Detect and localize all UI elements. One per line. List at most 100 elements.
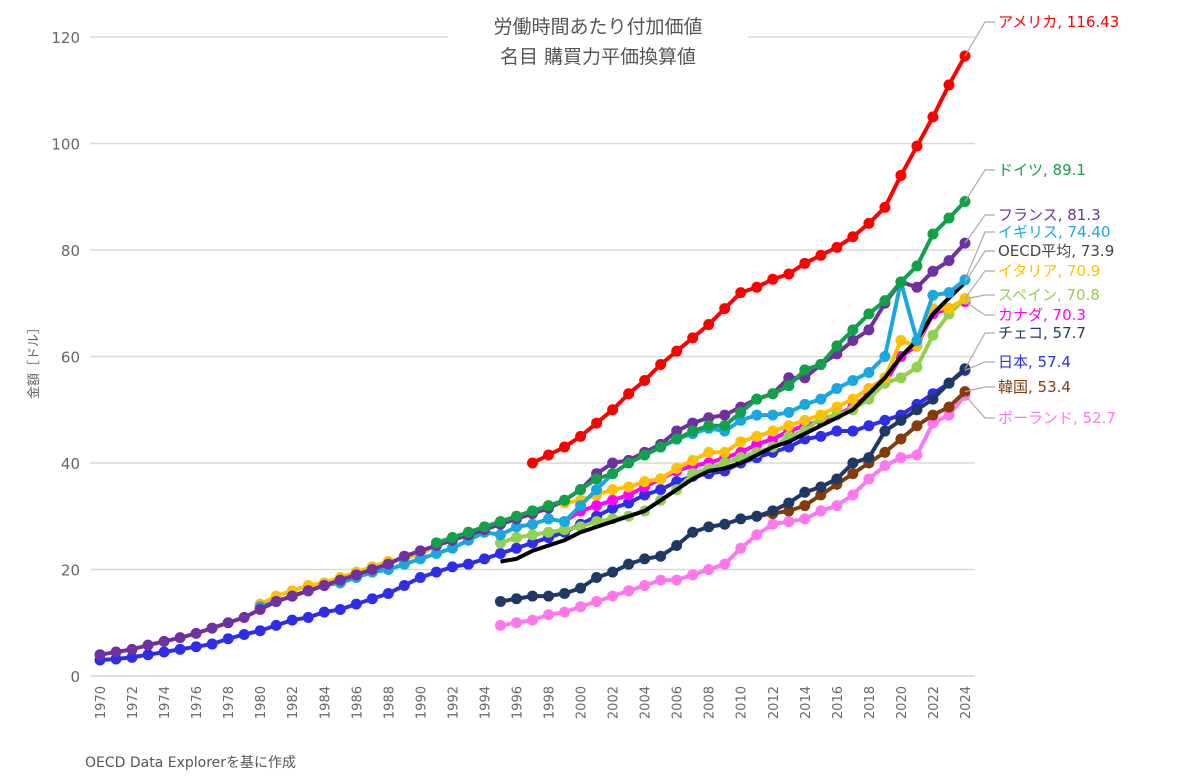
x-tick-label: 1978	[222, 686, 237, 719]
series-label: 韓国, 53.4	[998, 378, 1071, 396]
data-point	[847, 231, 859, 243]
x-tick-label: 1988	[382, 686, 397, 719]
x-tick-label: 2020	[895, 686, 910, 719]
x-tick-label: 1976	[190, 686, 205, 719]
data-point	[623, 481, 635, 493]
data-point	[767, 409, 779, 421]
data-point	[286, 590, 298, 602]
x-tick-label: 1970	[94, 686, 109, 719]
data-point	[863, 473, 875, 485]
data-point	[735, 436, 747, 448]
y-tick-label: 60	[61, 349, 80, 367]
data-point	[783, 420, 795, 432]
data-point	[559, 606, 571, 618]
data-point	[895, 414, 907, 426]
data-point	[831, 382, 843, 394]
x-tick-label: 1990	[414, 686, 429, 719]
data-point	[238, 611, 250, 623]
data-point	[911, 404, 923, 416]
data-point	[655, 473, 667, 485]
data-point	[174, 643, 186, 655]
data-point	[847, 393, 859, 405]
data-point	[430, 566, 442, 578]
data-point	[863, 452, 875, 464]
data-point	[366, 564, 378, 575]
data-point	[799, 513, 811, 525]
data-point	[414, 553, 426, 565]
data-point	[655, 358, 667, 370]
data-point	[735, 414, 747, 426]
series-日本	[94, 364, 971, 666]
data-point	[190, 627, 202, 639]
data-point	[575, 582, 587, 594]
leader-line	[964, 301, 995, 316]
data-point	[703, 412, 715, 424]
data-point	[735, 287, 747, 299]
x-tick-label: 2010	[735, 686, 750, 719]
x-tick-label: 1982	[286, 686, 301, 719]
data-point	[799, 364, 811, 376]
data-point	[911, 361, 923, 373]
data-point	[142, 649, 154, 661]
leader-line	[964, 361, 995, 371]
y-tick-labels: 0 20 40 60 80 100 120	[51, 29, 80, 686]
data-point	[607, 566, 619, 578]
leader-line	[964, 169, 995, 202]
data-point	[895, 452, 907, 464]
data-point	[478, 521, 490, 533]
data-point	[510, 521, 522, 533]
data-point	[943, 303, 955, 315]
series-label: イタリア, 70.9	[998, 262, 1100, 280]
leader-line	[964, 394, 995, 419]
data-point	[639, 579, 651, 591]
data-point	[623, 497, 635, 509]
data-point	[382, 587, 394, 599]
data-point	[494, 516, 506, 528]
x-tick-label: 1986	[350, 686, 365, 719]
data-point	[911, 281, 923, 293]
data-point	[494, 548, 506, 560]
x-tick-label: 2022	[927, 686, 942, 719]
data-point	[462, 558, 474, 570]
data-point	[943, 377, 955, 389]
chart-title-line1: 労働時間あたり付加価値	[493, 16, 702, 38]
data-point	[623, 388, 635, 400]
data-point	[751, 409, 763, 421]
data-point	[494, 529, 506, 541]
data-point	[591, 484, 603, 496]
data-point	[751, 393, 763, 405]
data-point	[270, 595, 282, 607]
data-point	[174, 632, 186, 644]
data-point	[863, 324, 875, 336]
data-point	[206, 622, 218, 634]
series-line	[259, 278, 967, 609]
series-アメリカ	[527, 50, 971, 469]
data-point	[671, 433, 683, 445]
data-point	[446, 532, 458, 544]
data-point	[414, 571, 426, 583]
data-point	[270, 619, 282, 631]
data-point	[687, 425, 699, 437]
data-point	[879, 446, 891, 458]
data-point	[783, 505, 795, 517]
data-point	[703, 420, 715, 432]
data-point	[302, 611, 314, 623]
data-point	[527, 537, 538, 549]
data-point	[543, 526, 555, 538]
data-point	[719, 518, 731, 530]
data-point	[222, 633, 234, 645]
data-point	[591, 473, 603, 485]
data-point	[831, 340, 843, 352]
series-label: OECD平均, 73.9	[998, 242, 1114, 260]
data-point	[575, 430, 587, 442]
data-point	[623, 585, 635, 597]
leader-line	[964, 214, 995, 244]
data-point	[943, 212, 955, 224]
data-point	[911, 335, 923, 347]
data-point	[350, 569, 362, 581]
data-point	[751, 529, 763, 541]
data-point	[623, 489, 635, 501]
data-point	[575, 484, 587, 496]
data-point	[847, 425, 859, 437]
